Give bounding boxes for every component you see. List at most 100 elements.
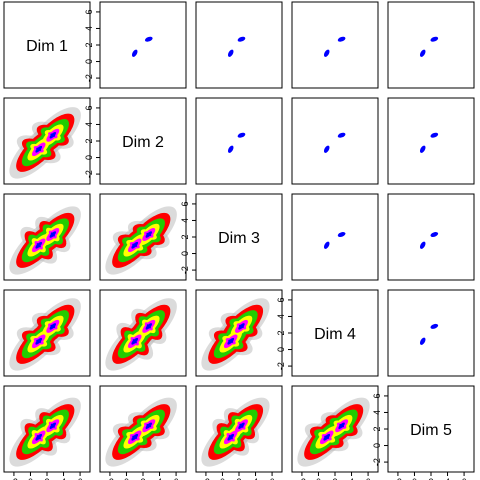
panel-plot-area (227, 36, 246, 57)
cluster-blob (323, 49, 330, 57)
cluster-blob (419, 145, 426, 153)
panel-2-4 (291, 97, 379, 185)
density-region-core (146, 232, 152, 237)
density-region-core (36, 243, 41, 248)
y-tick-label: 2 (372, 426, 382, 431)
density-region-core (50, 133, 56, 137)
cluster-blob (419, 49, 426, 57)
cluster-blob (337, 132, 346, 138)
y-tick-label: 0 (276, 347, 286, 352)
variable-label: Dim 5 (410, 422, 452, 439)
cluster-blob (237, 36, 246, 42)
y-axis: -2 0 2 4 6 (276, 297, 292, 370)
panel-1-1: Dim 1 (3, 1, 91, 89)
panel-1-5 (387, 1, 475, 89)
density-region-core (50, 324, 56, 328)
panel-4-2 (99, 289, 187, 377)
density-region-core (36, 147, 42, 151)
y-tick-label: 4 (84, 26, 94, 31)
density-region-core (239, 324, 244, 328)
density-region-core (50, 232, 55, 237)
x-tick-label: 4 (157, 477, 162, 480)
y-axis: -2 0 2 4 6 (84, 105, 100, 178)
panel-plot-area (9, 397, 81, 467)
y-tick-label: -2 (276, 362, 286, 370)
panel-plot-area (201, 298, 270, 371)
density-region-core (228, 339, 234, 343)
panel-frame (3, 193, 91, 281)
variable-label: Dim 2 (122, 134, 164, 151)
cluster-blob (337, 232, 346, 237)
x-tick-label: 4 (445, 477, 450, 480)
panel-5-2 (99, 385, 187, 473)
panel-3-2 (99, 193, 187, 281)
y-tick-label: 6 (372, 393, 382, 398)
panel-2-3 (195, 97, 283, 185)
x-tick-label: 2 (332, 477, 337, 480)
cluster-blob (144, 36, 153, 42)
density-region-core (36, 435, 41, 440)
x-axis: -2 0 2 4 6 (10, 472, 83, 480)
panel-frame (99, 193, 187, 281)
variable-label: Dim 3 (218, 230, 260, 247)
cluster-blob (323, 145, 330, 153)
panel-plot-area (9, 107, 81, 179)
x-tick-label: 6 (78, 477, 83, 480)
panel-plot-area (9, 206, 81, 275)
panel-2-5 (387, 97, 475, 185)
y-tick-label: 0 (84, 155, 94, 160)
y-tick-label: -2 (180, 266, 190, 274)
panel-4-1 (3, 289, 91, 377)
density-region-core (132, 339, 137, 344)
panel-5-1 (3, 385, 91, 473)
y-tick-label: 6 (84, 9, 94, 14)
panel-frame (195, 97, 283, 185)
panel-frame (99, 1, 187, 89)
x-tick-label: 6 (270, 477, 275, 480)
x-axis: -2 0 2 4 6 (202, 472, 275, 480)
panel-plot-area (419, 132, 439, 153)
x-tick-label: 0 (220, 477, 225, 480)
x-tick-label: 2 (44, 477, 49, 480)
y-axis: -2 0 2 4 6 (372, 393, 388, 466)
x-tick-label: 6 (366, 477, 371, 480)
y-axis: -2 0 2 4 6 (84, 9, 100, 82)
variable-label: Dim 4 (314, 326, 356, 343)
panel-3-3: Dim 3 (195, 193, 283, 281)
panel-3-5 (387, 193, 475, 281)
panel-plot-area (323, 232, 346, 249)
density-region-core (239, 423, 244, 428)
cluster-blob (419, 337, 426, 345)
x-axis: -2 0 2 4 6 (106, 472, 179, 480)
density-region-core (324, 435, 330, 439)
x-tick-label: -2 (394, 477, 402, 480)
density-region-core (36, 339, 42, 343)
panel-2-1 (3, 97, 91, 185)
y-tick-label: 4 (276, 314, 286, 319)
x-tick-label: 2 (428, 477, 433, 480)
panel-frame (195, 1, 283, 89)
panel-plot-area (105, 206, 177, 275)
panel-1-4 (291, 1, 379, 89)
panel-plot-area (131, 36, 153, 57)
density-region-core (132, 243, 138, 247)
panel-1-2 (99, 1, 187, 89)
panel-frame (291, 193, 379, 281)
y-tick-label: 0 (180, 251, 190, 256)
y-tick-label: -2 (84, 74, 94, 82)
panel-plot-area (105, 298, 177, 371)
x-tick-label: 4 (349, 477, 354, 480)
x-axis: -2 0 2 4 6 (298, 472, 371, 480)
x-tick-label: 0 (124, 477, 129, 480)
y-tick-label: 6 (84, 105, 94, 110)
density-region-core (132, 435, 138, 439)
panel-plot-area (419, 36, 439, 57)
panel-frame (291, 1, 379, 89)
panel-5-3 (195, 385, 283, 473)
x-tick-label: -2 (202, 477, 210, 480)
panel-4-5 (387, 289, 475, 377)
x-tick-label: 0 (28, 477, 33, 480)
y-tick-label: 0 (372, 443, 382, 448)
cluster-blob (131, 49, 138, 57)
y-tick-label: 4 (180, 218, 190, 223)
